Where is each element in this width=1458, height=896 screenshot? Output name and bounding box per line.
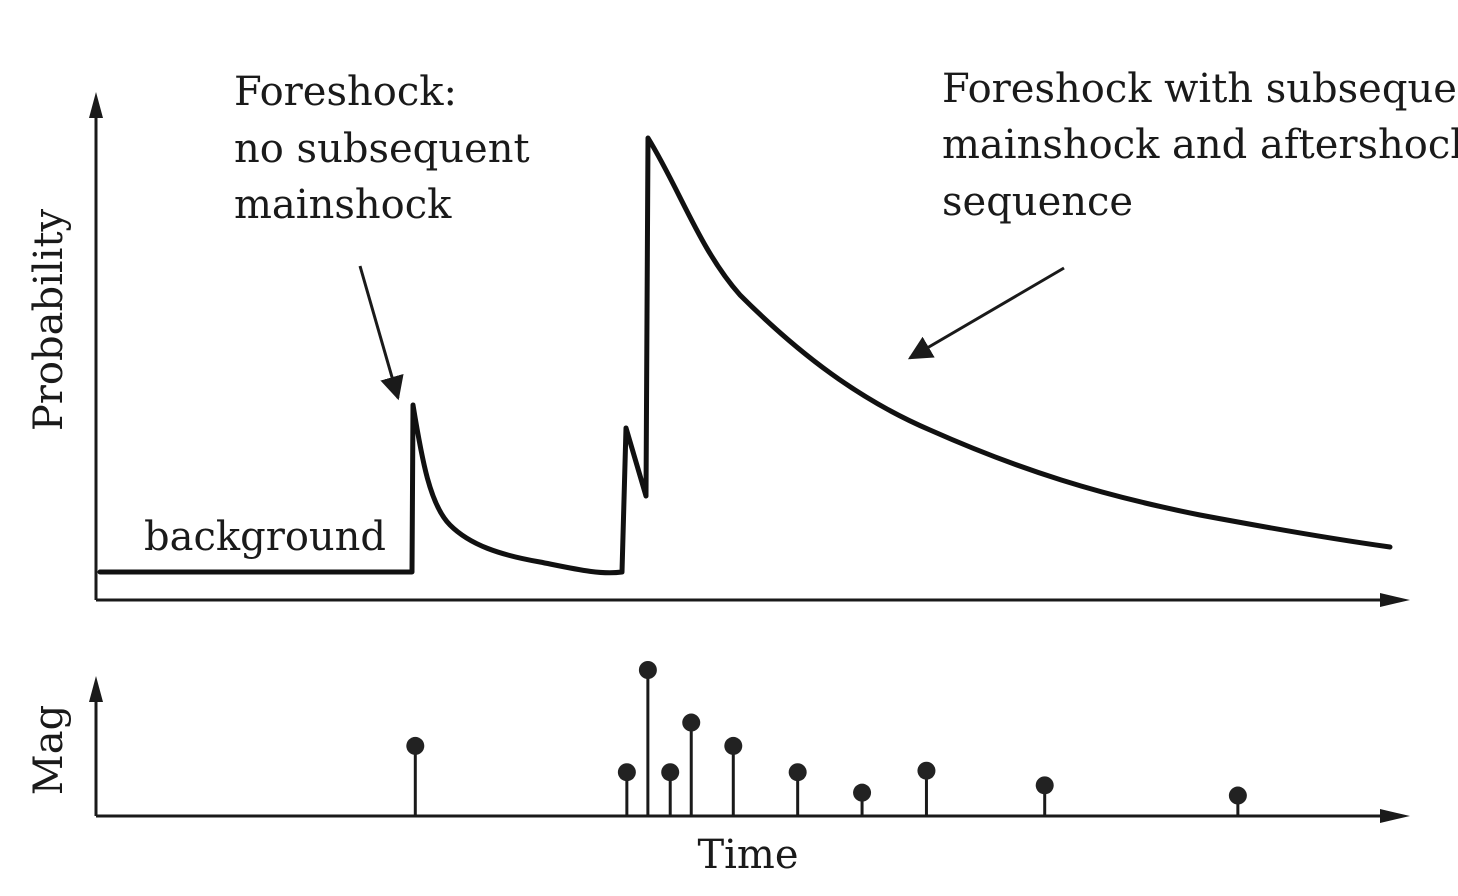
label-foreshock-only-line-3: mainshock <box>234 182 452 228</box>
event-stem-8 <box>853 783 872 816</box>
label-foreshock-only-line-2: no subsequent <box>234 126 530 172</box>
pointer-arrow-foreshock-sequence <box>907 266 1065 360</box>
event-marker <box>1035 776 1054 795</box>
event-marker <box>661 763 680 782</box>
label-foreshock-sequence-line-1: Foreshock with subsequent <box>942 66 1458 112</box>
event-marker <box>724 736 743 755</box>
y-axis-label-probability: Probability <box>26 208 72 431</box>
x-axis-label-time: Time <box>697 832 798 878</box>
event-stem-5 <box>682 713 701 816</box>
y-axis-label-mag: Mag <box>26 705 72 795</box>
event-marker <box>917 761 936 780</box>
label-foreshock-sequence-line-2: mainshock and aftershock <box>942 122 1458 168</box>
magnitude-events <box>406 661 1247 816</box>
event-marker <box>853 783 872 802</box>
event-marker <box>638 661 657 679</box>
time-x-arrowhead-bottom <box>1380 809 1410 823</box>
label-background: background <box>144 514 386 560</box>
event-stem-1 <box>406 736 425 816</box>
label-foreshock-only-line-1: Foreshock: <box>234 69 457 115</box>
event-stem-4 <box>661 763 680 816</box>
event-marker <box>682 713 701 732</box>
probability-y-arrowhead <box>89 92 103 118</box>
probability-curve <box>97 135 1393 576</box>
event-stem-10 <box>1035 776 1054 816</box>
event-stem-2 <box>617 763 636 816</box>
pointer-arrow-foreshock-only <box>358 265 404 401</box>
event-marker <box>406 736 425 755</box>
event-stem-11 <box>1228 786 1247 816</box>
event-marker <box>788 763 807 782</box>
event-stem-9 <box>917 761 936 816</box>
event-marker <box>617 763 636 782</box>
event-stem-6 <box>724 736 743 816</box>
mag-y-arrowhead <box>89 676 103 702</box>
event-marker <box>1228 786 1247 805</box>
event-stem-7 <box>788 763 807 816</box>
event-stem-3 <box>638 661 657 816</box>
label-foreshock-sequence-line-3: sequence <box>942 179 1133 225</box>
time-x-arrowhead-top <box>1380 593 1410 607</box>
